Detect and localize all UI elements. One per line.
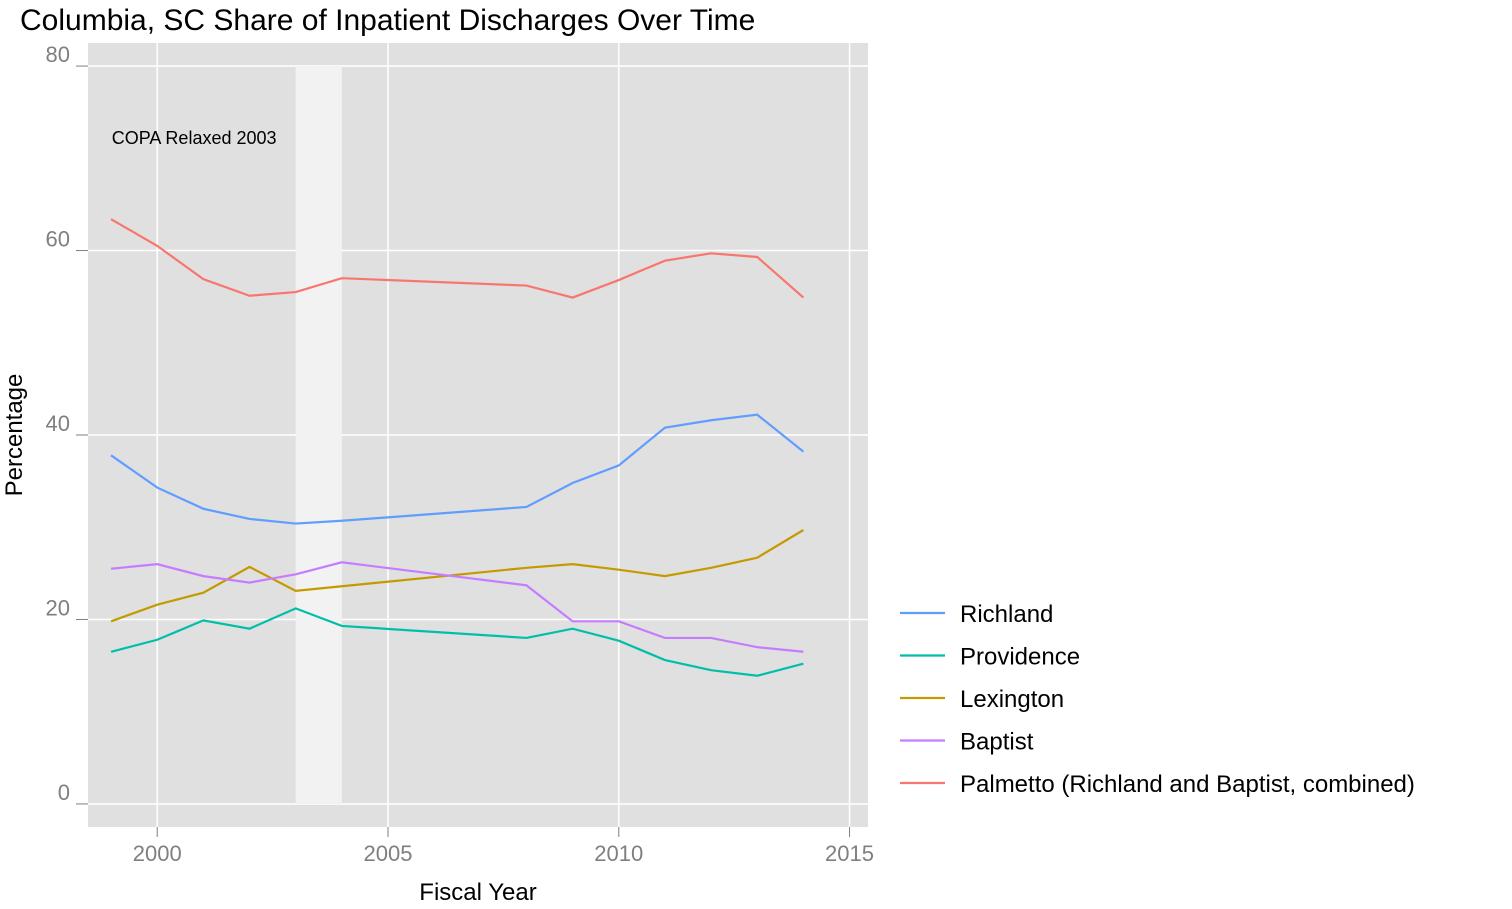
- annotation: COPA Relaxed 2003: [112, 128, 277, 148]
- y-tick-label: 0: [58, 780, 70, 805]
- y-tick-label: 20: [46, 595, 70, 620]
- chart-title: Columbia, SC Share of Inpatient Discharg…: [20, 4, 755, 37]
- series-line: [110, 529, 804, 623]
- x-axis-title: Fiscal Year: [419, 879, 536, 906]
- legend-label: Baptist: [960, 729, 1034, 756]
- legend-label: Richland: [960, 601, 1053, 628]
- legend-label: Palmetto (Richland and Baptist, combined…: [960, 771, 1415, 798]
- y-tick-label: 40: [46, 411, 70, 436]
- shaded-region: [295, 66, 342, 804]
- legend-label: Lexington: [960, 686, 1064, 713]
- x-tick-label: 2010: [594, 841, 643, 866]
- legend-label: Providence: [960, 644, 1080, 671]
- x-tick-label: 2000: [133, 841, 182, 866]
- series-line: [110, 413, 805, 525]
- y-tick-label: 60: [46, 227, 70, 252]
- x-tick-label: 2015: [825, 841, 874, 866]
- y-axis-title: Percentage: [1, 374, 28, 497]
- series-line: [110, 218, 805, 299]
- y-tick-label: 80: [46, 42, 70, 67]
- series-line: [110, 561, 804, 653]
- series-line: [110, 607, 804, 677]
- x-tick-label: 2005: [364, 841, 413, 866]
